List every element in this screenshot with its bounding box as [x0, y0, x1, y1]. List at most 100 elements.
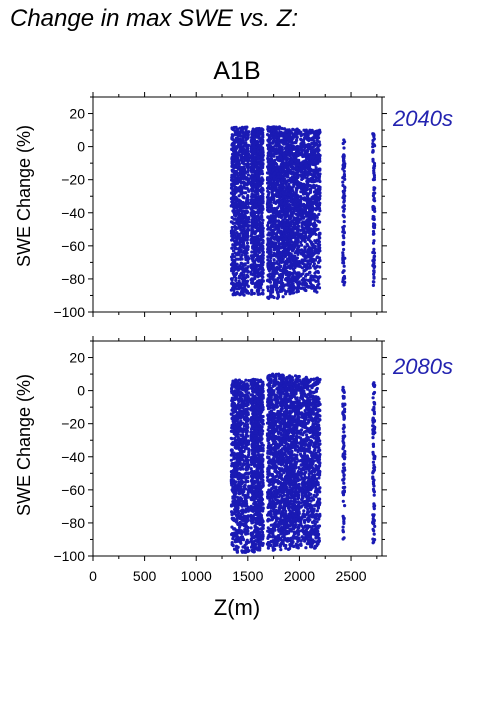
data-point: [250, 250, 254, 254]
data-point: [289, 160, 294, 164]
data-point: [312, 278, 316, 282]
data-point: [300, 166, 304, 170]
data-point: [314, 228, 318, 232]
data-point: [252, 291, 256, 296]
data-point: [260, 146, 265, 150]
data-point: [306, 272, 310, 276]
data-point: [299, 173, 303, 177]
data-point: [307, 157, 312, 161]
data-point: [314, 166, 318, 170]
data-point: [245, 251, 249, 255]
data-point: [240, 166, 244, 170]
data-point: [261, 253, 265, 257]
data-point: [241, 177, 245, 181]
data-point: [261, 141, 265, 145]
data-point: [290, 175, 295, 179]
data-point: [253, 276, 257, 281]
data-point: [234, 165, 238, 169]
data-point: [232, 213, 237, 217]
data-point: [260, 278, 264, 282]
data-point: [259, 167, 263, 171]
data-point: [308, 169, 312, 173]
data-point: [317, 276, 321, 280]
data-point: [251, 180, 256, 184]
data-point: [233, 225, 237, 229]
data-point: [311, 253, 315, 257]
data-point: [246, 162, 250, 166]
data-point: [311, 246, 315, 250]
data-point: [239, 225, 243, 229]
data-point: [256, 215, 260, 219]
data-point: [252, 145, 256, 149]
data-point: [231, 221, 235, 225]
data-point: [312, 264, 316, 268]
data-point: [279, 179, 284, 183]
data-point: [266, 202, 270, 206]
data-point: [259, 164, 263, 168]
data-point: [372, 251, 377, 255]
data-point: [266, 195, 270, 199]
data-point: [293, 202, 297, 207]
data-point: [309, 232, 313, 236]
data-point: [343, 280, 347, 284]
data-point: [277, 215, 281, 219]
data-point: [244, 176, 248, 180]
data-point: [230, 127, 234, 131]
data-point: [299, 186, 303, 190]
data-point: [298, 265, 303, 269]
data-point: [240, 231, 244, 235]
data-point: [233, 244, 237, 248]
data-point: [242, 213, 247, 217]
data-point: [291, 267, 296, 271]
data-point: [372, 143, 376, 147]
data-point: [255, 271, 259, 275]
data-point: [255, 197, 259, 201]
data-point: [268, 164, 273, 168]
data-point: [277, 262, 281, 266]
data-point: [280, 168, 284, 172]
data-point: [291, 141, 295, 145]
data-point: [253, 161, 257, 165]
data-point: [284, 283, 288, 287]
y-tick-label: −100: [53, 304, 85, 320]
data-point: [266, 245, 270, 249]
data-point: [251, 264, 255, 268]
panel-2080s: 200−20−40−60−80−100 0 500 1000 1500 2000 2500…: [14, 336, 453, 620]
data-point: [232, 284, 236, 289]
data-point: [286, 162, 290, 166]
data-point: [341, 189, 345, 193]
data-point: [237, 199, 241, 204]
data-point: [242, 282, 246, 286]
data-point: [266, 133, 270, 137]
data-point: [242, 134, 246, 138]
data-point: [237, 276, 241, 280]
data-point: [342, 224, 346, 228]
data-point: [230, 161, 234, 165]
data-point: [254, 250, 258, 255]
data-point: [278, 144, 282, 148]
data-point: [306, 249, 310, 253]
data-point: [235, 262, 239, 266]
data-point: [268, 173, 272, 177]
data-point: [305, 242, 309, 246]
data-point: [318, 167, 322, 171]
data-point: [313, 160, 317, 164]
period-label-2040s: 2040s: [392, 106, 453, 131]
data-point: [247, 152, 251, 156]
data-point: [233, 178, 238, 182]
data-point: [255, 280, 259, 284]
data-point: [253, 274, 257, 278]
data-point: [272, 258, 276, 262]
data-point: [274, 212, 278, 216]
data-point: [239, 250, 243, 254]
scatter-points-2080s: [229, 372, 377, 554]
data-point: [271, 197, 275, 201]
data-point: [318, 194, 322, 198]
data-point: [273, 215, 277, 219]
data-point: [267, 191, 271, 195]
data-point: [290, 247, 294, 251]
data-point: [305, 164, 309, 168]
data-point: [284, 151, 288, 155]
data-point: [304, 170, 308, 174]
data-point: [273, 232, 277, 236]
